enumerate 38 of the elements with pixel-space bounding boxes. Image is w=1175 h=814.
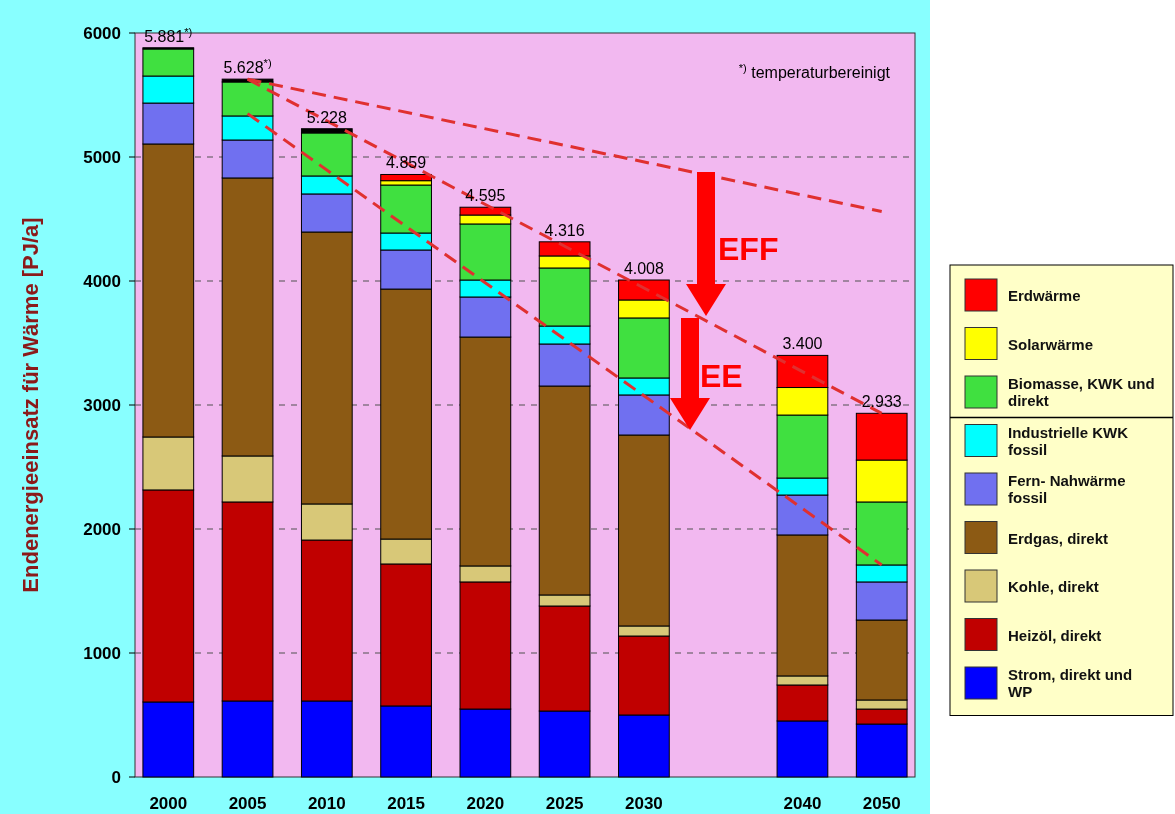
x-tick-label: 2025 xyxy=(545,794,584,813)
legend-label: Erdgas, direkt xyxy=(1008,529,1109,547)
legend-label: Fern- Nahwärme fossil xyxy=(1008,472,1126,506)
total-label: 2.933 xyxy=(861,393,902,411)
x-tick-label: 2040 xyxy=(783,794,822,813)
total-label: 4.595 xyxy=(465,187,506,205)
y-axis-title: Endenergieeinsatz für Wärme [PJ/a] xyxy=(18,217,43,593)
y-tick-label: 2000 xyxy=(83,520,121,539)
x-tick-label: 2010 xyxy=(307,794,346,813)
legend-label: Heizöl, direkt xyxy=(1008,626,1102,644)
legend-label: Solarwärme xyxy=(1008,335,1094,353)
legend-label: Erdwärme xyxy=(1008,287,1081,304)
legend-label: Kohle, direkt xyxy=(1008,578,1099,595)
y-tick-label: 4000 xyxy=(83,272,121,291)
annotation: EE xyxy=(700,358,743,394)
y-tick-label: 6000 xyxy=(83,24,121,43)
x-tick-label: 2005 xyxy=(228,794,267,813)
total-label: 4.008 xyxy=(623,260,665,278)
annotation: $^{*)}$ temperaturbereinigt xyxy=(738,62,891,81)
legend-label: Biomasse, KWK und direkt xyxy=(1008,375,1155,409)
legend-label: Strom, direkt und WP xyxy=(1008,666,1133,700)
y-tick-label: 3000 xyxy=(83,396,121,415)
annotation: EFF xyxy=(718,231,779,267)
x-tick-label: 2000 xyxy=(149,794,188,813)
x-tick-label: 2030 xyxy=(624,794,663,813)
y-tick-label: 5000 xyxy=(83,148,121,167)
total-label: 5.228 xyxy=(306,108,347,126)
total-label: 5.628$^{*)}$ xyxy=(223,57,272,77)
total-label: 5.881$^{*)}$ xyxy=(144,25,193,45)
x-tick-label: 2020 xyxy=(466,794,505,813)
total-label: 4.859 xyxy=(386,154,427,172)
total-label: 3.400 xyxy=(782,335,823,353)
legend-label: Industrielle KWK fossil xyxy=(1008,423,1129,458)
y-tick-label: 0 xyxy=(111,768,121,787)
total-label: 4.316 xyxy=(544,221,585,239)
x-tick-label: 2050 xyxy=(862,794,901,813)
y-tick-label: 1000 xyxy=(83,644,121,663)
x-tick-label: 2015 xyxy=(387,794,426,813)
